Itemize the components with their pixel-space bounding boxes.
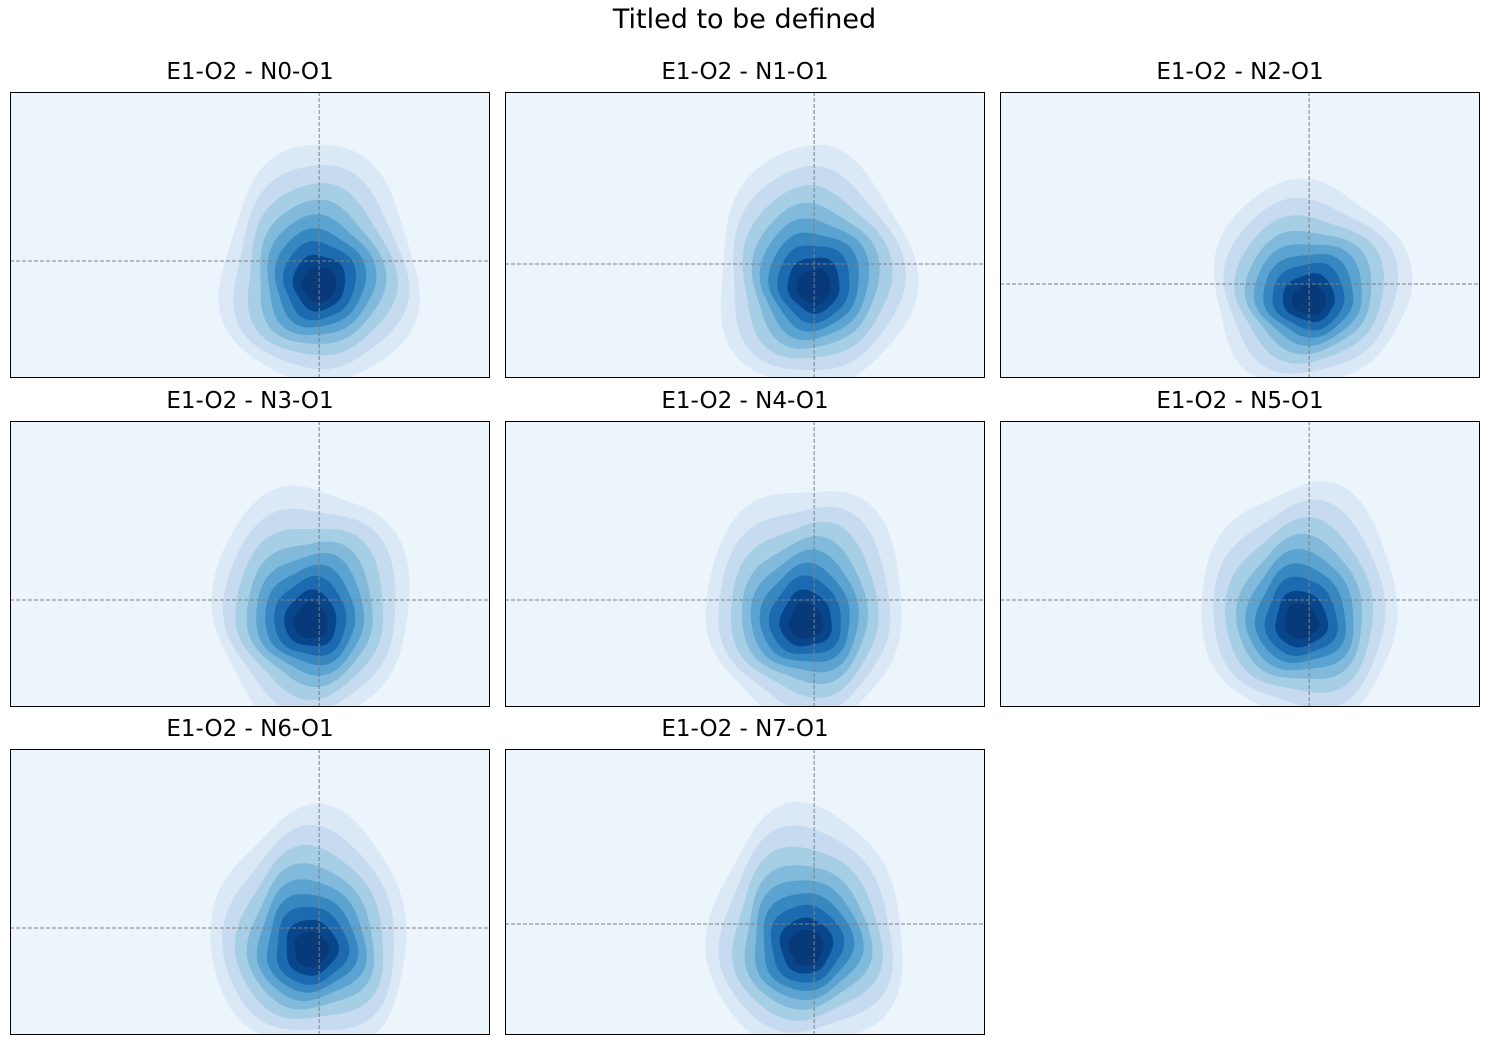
kde-panel bbox=[505, 421, 985, 707]
panel-title: E1-O2 - N7-O1 bbox=[661, 716, 829, 742]
panel-title: E1-O2 - N2-O1 bbox=[1156, 59, 1324, 85]
plot-frame bbox=[505, 749, 985, 1035]
kde-panel bbox=[505, 92, 985, 378]
figure-title: Titled to be defined bbox=[612, 4, 877, 35]
kde-panel bbox=[505, 749, 985, 1035]
panel-title: E1-O2 - N3-O1 bbox=[166, 388, 334, 414]
kde-panel bbox=[10, 92, 490, 378]
plot-frame bbox=[505, 92, 985, 378]
kde-panel bbox=[10, 749, 490, 1035]
panel-title: E1-O2 - N6-O1 bbox=[166, 716, 334, 742]
kde-panel bbox=[10, 421, 490, 707]
kde-panel bbox=[1000, 92, 1480, 378]
panel-title: E1-O2 - N0-O1 bbox=[166, 59, 334, 85]
plot-frame bbox=[10, 92, 490, 378]
panel-title: E1-O2 - N5-O1 bbox=[1156, 388, 1324, 414]
plot-frame bbox=[10, 749, 490, 1035]
kde-panel bbox=[1000, 421, 1480, 707]
plot-frame bbox=[10, 421, 490, 707]
panel-title: E1-O2 - N1-O1 bbox=[661, 59, 829, 85]
plot-frame bbox=[1000, 92, 1480, 378]
density-contour-level-9 bbox=[788, 602, 824, 639]
panel-title: E1-O2 - N4-O1 bbox=[661, 388, 829, 414]
plot-frame bbox=[1000, 421, 1480, 707]
plot-frame bbox=[505, 421, 985, 707]
density-contour-level-9 bbox=[294, 931, 330, 968]
density-contour-level-9 bbox=[1284, 603, 1320, 640]
